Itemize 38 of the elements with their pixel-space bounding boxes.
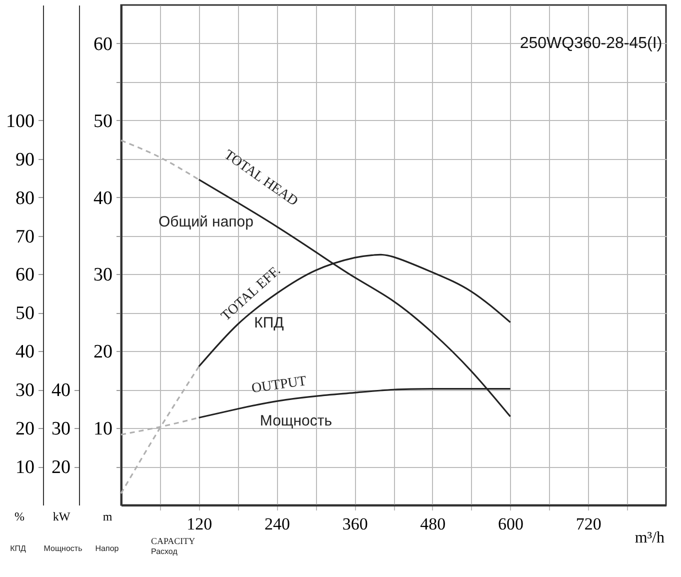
text: Мощность — [44, 544, 82, 553]
text: Напор — [95, 544, 120, 553]
y2-tick-label: 10 — [16, 457, 34, 478]
y3-tick-label: 40 — [52, 380, 70, 402]
text: КПД — [10, 544, 26, 553]
x-tick-label: 240 — [264, 514, 290, 534]
y2-axis-title: % — [14, 510, 24, 524]
y2-tick-label: 70 — [16, 226, 34, 248]
y-tick-label: 30 — [94, 264, 112, 286]
annotation: OUTPUT — [250, 374, 308, 397]
x-tick-label: 480 — [420, 514, 446, 534]
annotation: Мощность — [260, 412, 332, 430]
x-tick-label: 120 — [186, 514, 212, 534]
text: 250WQ360-28-45(I) — [520, 35, 662, 52]
x-tick-label: 600 — [498, 514, 524, 534]
x-tick-label: 720 — [576, 514, 602, 534]
y-tick-label: 40 — [94, 188, 112, 209]
y2-tick-label: 20 — [16, 418, 34, 440]
y-tick-label: 50 — [94, 110, 112, 132]
x-axis-title: m³/h — [634, 530, 664, 546]
y-tick-label: 60 — [94, 34, 112, 55]
y3-tick-label: 30 — [52, 418, 70, 440]
text: Расход — [151, 547, 178, 556]
y3-tick-label: 20 — [52, 457, 70, 478]
x-tick-label: 360 — [342, 514, 368, 534]
y-tick-label: 20 — [94, 342, 112, 363]
y2-tick-label: 80 — [16, 188, 34, 209]
y2-tick-label: 60 — [16, 264, 34, 286]
y2-tick-label: 100 — [6, 110, 34, 132]
text: CAPACITY — [151, 536, 196, 546]
annotation: Общий напор — [158, 213, 254, 230]
y-tick-label: 10 — [94, 418, 112, 440]
y2-tick-label: 50 — [16, 303, 34, 324]
y3-axis-title: kW — [52, 510, 71, 524]
y2-tick-label: 30 — [16, 380, 34, 402]
y2-tick-label: 40 — [16, 342, 34, 363]
y2-tick-label: 90 — [16, 149, 34, 170]
y-axis-title: m — [102, 510, 113, 524]
